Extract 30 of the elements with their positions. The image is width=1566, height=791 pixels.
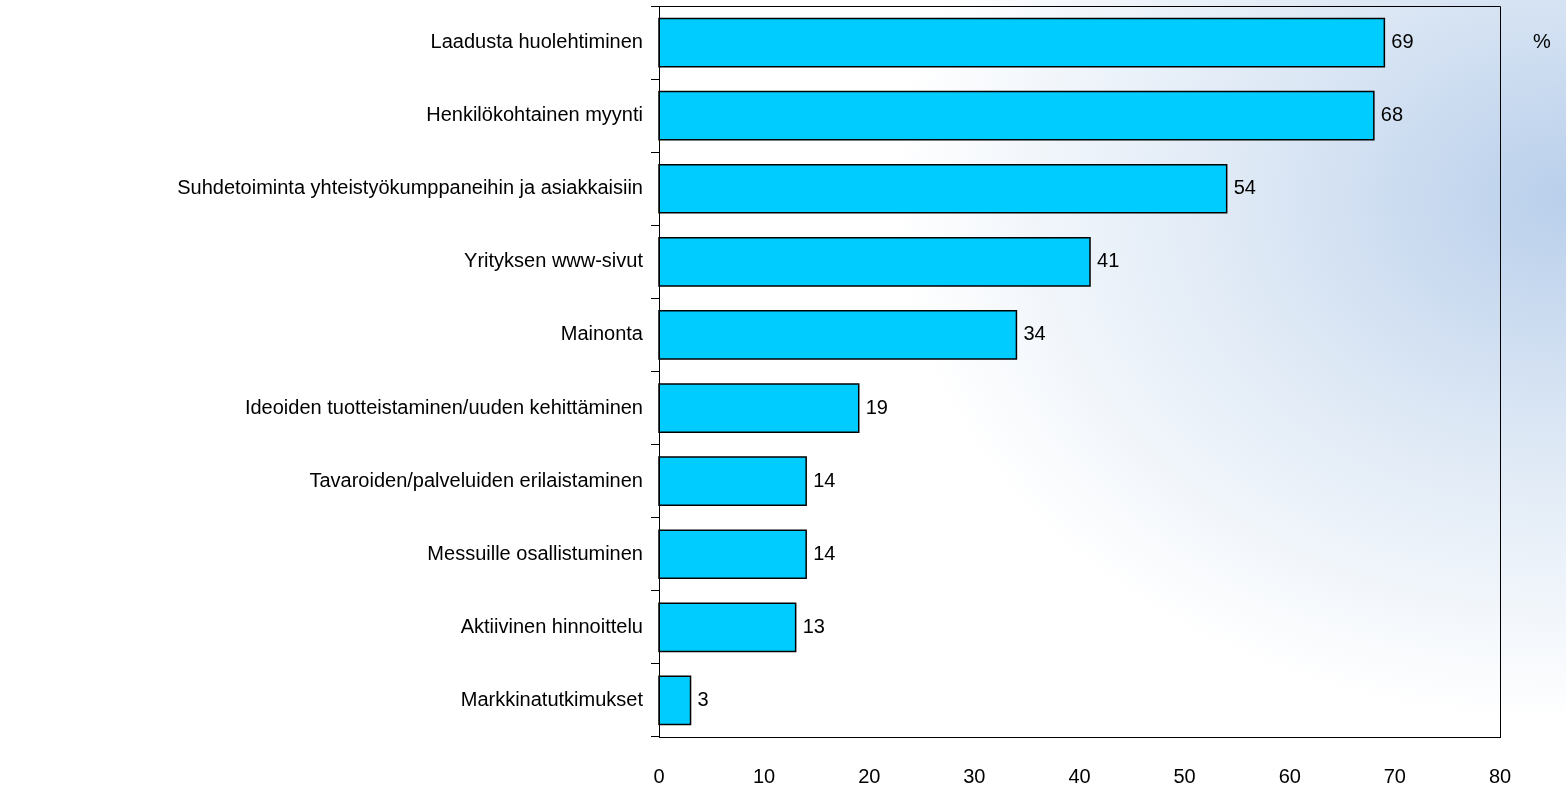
x-tick-label: 40 bbox=[1068, 764, 1091, 787]
y-tick-label: Suhdetoiminta yhteistyökumppaneihin ja asiakkaisiin bbox=[177, 176, 643, 199]
x-tick-label: 50 bbox=[1173, 764, 1196, 787]
data-label: 3 bbox=[697, 687, 709, 710]
data-label: 14 bbox=[813, 468, 836, 491]
data-label: 13 bbox=[802, 614, 825, 637]
y-tick-label: Laadusta huolehtiminen bbox=[430, 30, 643, 53]
y-tick-label: Ideoiden tuotteistaminen/uuden kehittäminen bbox=[244, 395, 643, 418]
x-axis-title: % bbox=[1533, 30, 1552, 53]
x-tick-label: 80 bbox=[1488, 764, 1512, 787]
data-label: 34 bbox=[1023, 322, 1046, 345]
x-tick-label: 60 bbox=[1278, 764, 1301, 787]
x-tick-label: 20 bbox=[858, 764, 881, 787]
x-tick-label: 0 bbox=[653, 764, 665, 787]
y-tick-label: Mainonta bbox=[560, 322, 644, 345]
y-tick-label: Tavaroiden/palveluiden erilaistaminen bbox=[309, 468, 643, 491]
y-tick-label: Aktiivinen hinnoittelu bbox=[460, 614, 643, 637]
data-label: 69 bbox=[1391, 30, 1414, 53]
y-tick-label: Henkilökohtainen myynti bbox=[426, 103, 643, 126]
y-tick-label: Markkinatutkimukset bbox=[460, 687, 644, 710]
data-label: 14 bbox=[813, 541, 836, 564]
y-tick-label: Yrityksen www-sivut bbox=[464, 249, 644, 272]
x-tick-label: 10 bbox=[753, 764, 776, 787]
y-tick-label: Messuille osallistuminen bbox=[427, 541, 643, 564]
x-tick-label: 70 bbox=[1383, 764, 1406, 787]
data-label: 54 bbox=[1233, 176, 1256, 199]
data-label: 41 bbox=[1097, 249, 1120, 272]
data-label: 19 bbox=[865, 395, 888, 418]
x-tick-label: 30 bbox=[963, 764, 986, 787]
data-label: 68 bbox=[1380, 103, 1404, 126]
